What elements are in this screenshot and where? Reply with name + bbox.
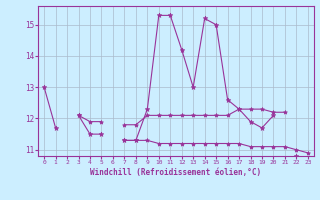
X-axis label: Windchill (Refroidissement éolien,°C): Windchill (Refroidissement éolien,°C) — [91, 168, 261, 177]
